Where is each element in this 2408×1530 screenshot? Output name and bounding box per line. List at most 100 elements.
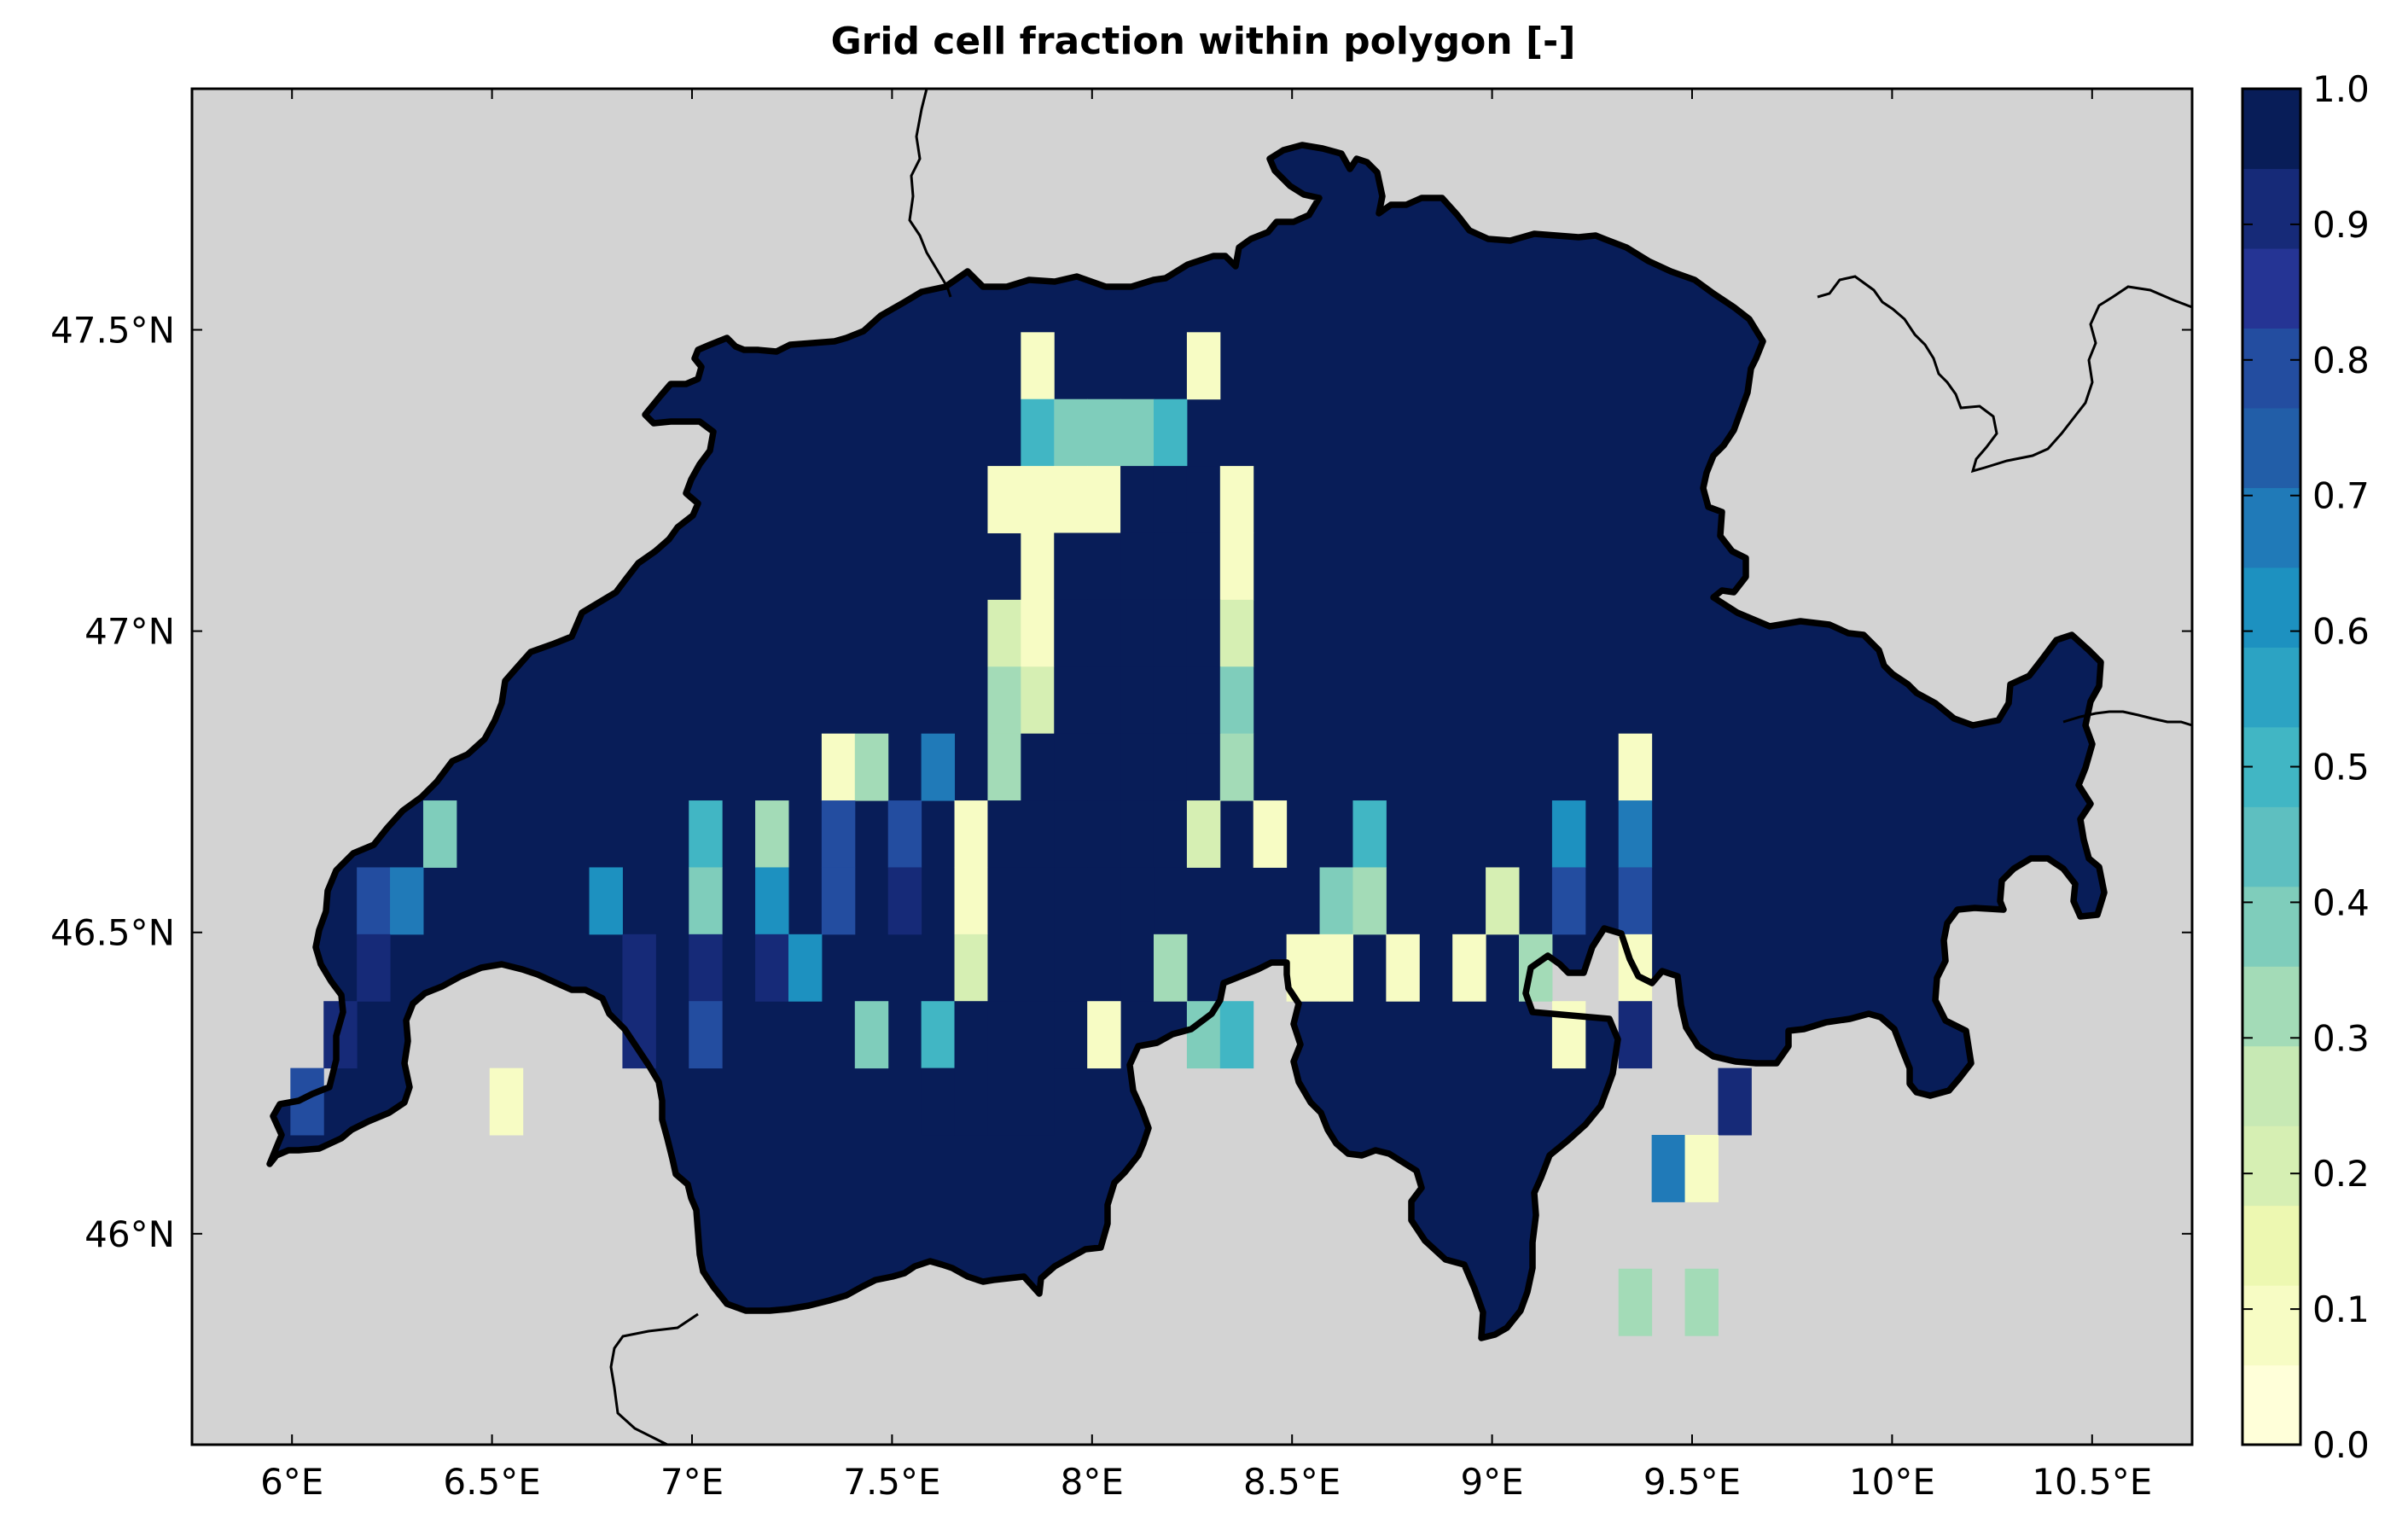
x-tick-label: 8°E	[1061, 1461, 1124, 1503]
y-tick-label: 47°N	[84, 611, 175, 653]
grid-cell	[1618, 1001, 1653, 1069]
grid-cell	[1054, 466, 1088, 533]
grid-cell	[1651, 1135, 1686, 1202]
grid-cell	[987, 867, 1021, 935]
grid-cell	[788, 934, 823, 1002]
grid-cell	[1054, 867, 1088, 935]
grid-cell	[987, 1001, 1021, 1069]
grid-cell	[1021, 733, 1055, 801]
grid-cell	[1186, 733, 1221, 801]
neighbor-border-north	[908, 88, 952, 298]
grid-cell	[1219, 1001, 1254, 1069]
colorbar-tick-label: 0.1	[2312, 1289, 2370, 1330]
grid-cell	[921, 1001, 956, 1069]
x-tick-label: 7°E	[660, 1461, 724, 1503]
colorbar-band	[2242, 1126, 2300, 1207]
colorbar-bands	[2242, 89, 2300, 1446]
grid-cell	[1120, 934, 1155, 1002]
grid-cell	[921, 733, 956, 801]
grid-cell	[1021, 599, 1055, 667]
grid-cell	[1021, 332, 1055, 400]
grid-cell	[1120, 532, 1155, 601]
grid-cell	[1186, 666, 1221, 735]
grid-cell	[821, 800, 856, 868]
x-tick-label: 9.5°E	[1643, 1461, 1741, 1503]
grid-cell	[1319, 934, 1353, 1002]
grid-cell	[755, 934, 789, 1002]
grid-cell	[1021, 800, 1055, 868]
colorbar-band	[2242, 1285, 2300, 1366]
colorbar-tick-label: 0.4	[2312, 881, 2370, 923]
grid-cell	[689, 800, 723, 868]
grid-cell	[489, 1068, 524, 1136]
grid-cell	[1087, 398, 1121, 467]
grid-cell	[589, 867, 623, 935]
grid-cell	[954, 800, 988, 868]
grid-cell	[1618, 1268, 1653, 1336]
colorbar-tick-label: 0.0	[2312, 1424, 2370, 1466]
grid-cell	[954, 1001, 988, 1069]
grid-cell	[1054, 934, 1088, 1002]
grid-cell	[1153, 532, 1188, 601]
grid-cell	[1087, 666, 1121, 735]
grid-cell	[1120, 466, 1155, 533]
grid-cell	[1219, 666, 1254, 735]
grid-cell	[987, 1068, 1021, 1136]
colorbar-band	[2242, 168, 2300, 249]
colorbar-band	[2242, 806, 2300, 887]
grid-cell	[755, 800, 789, 868]
grid-cell	[1120, 867, 1155, 935]
y-tick-label: 46°N	[84, 1213, 175, 1255]
grid-cell	[987, 934, 1021, 1002]
colorbar-band	[2242, 647, 2300, 728]
grid-cell	[1120, 599, 1155, 667]
grid-cell	[854, 733, 889, 801]
grid-cell	[1054, 398, 1088, 467]
grid-cell	[1219, 532, 1254, 601]
grid-cell	[1219, 466, 1254, 533]
grid-cell	[1186, 466, 1221, 533]
grid-cell	[1153, 666, 1188, 735]
grid-cell	[1120, 800, 1155, 868]
grid-cell	[1386, 934, 1420, 1002]
grid-cell	[1087, 1001, 1121, 1069]
colorbar-band	[2242, 1045, 2300, 1126]
grid-cell	[689, 934, 723, 1002]
colorbar-band	[2242, 328, 2300, 409]
grid-cell	[1153, 466, 1188, 533]
x-tick-label: 6.5°E	[443, 1461, 540, 1503]
colorbar-band	[2242, 1205, 2300, 1286]
grid-cell	[954, 1068, 988, 1136]
map-plot-area	[190, 87, 2194, 1446]
grid-cell	[987, 466, 1021, 533]
x-tick-label: 10.5°E	[2032, 1461, 2152, 1503]
grid-cell	[390, 867, 424, 935]
grid-cell	[622, 934, 656, 1002]
grid-cell	[1087, 466, 1121, 533]
y-tick-label: 46.5°N	[50, 912, 175, 954]
grid-cell	[954, 934, 988, 1002]
colorbar-band	[2242, 567, 2300, 648]
map-frame	[190, 87, 2194, 1446]
grid-cell	[1120, 666, 1155, 735]
y-axis: 47.5°N 47°N 46.5°N 46°N	[50, 309, 2192, 1255]
colorbar-tick-label: 1.0	[2312, 68, 2370, 110]
colorbar-band	[2242, 89, 2300, 170]
grid-cell	[1054, 1001, 1088, 1069]
grid-cell	[1319, 867, 1353, 935]
grid-cell	[887, 867, 922, 935]
grid-cell	[1054, 532, 1088, 601]
grid-cell	[1054, 666, 1088, 735]
grid-cell	[689, 1001, 723, 1069]
grid-cell	[1253, 800, 1288, 868]
grid-cell	[987, 599, 1021, 667]
grid-cell	[1087, 934, 1121, 1002]
grid-cell	[1618, 867, 1653, 935]
grid-cell	[1352, 800, 1387, 868]
neighbor-border-south	[609, 1312, 699, 1446]
switzerland-outline	[266, 142, 2108, 1341]
grid-cell	[1054, 733, 1088, 801]
grid-cell	[1021, 532, 1055, 601]
grid-cell	[1186, 532, 1221, 601]
